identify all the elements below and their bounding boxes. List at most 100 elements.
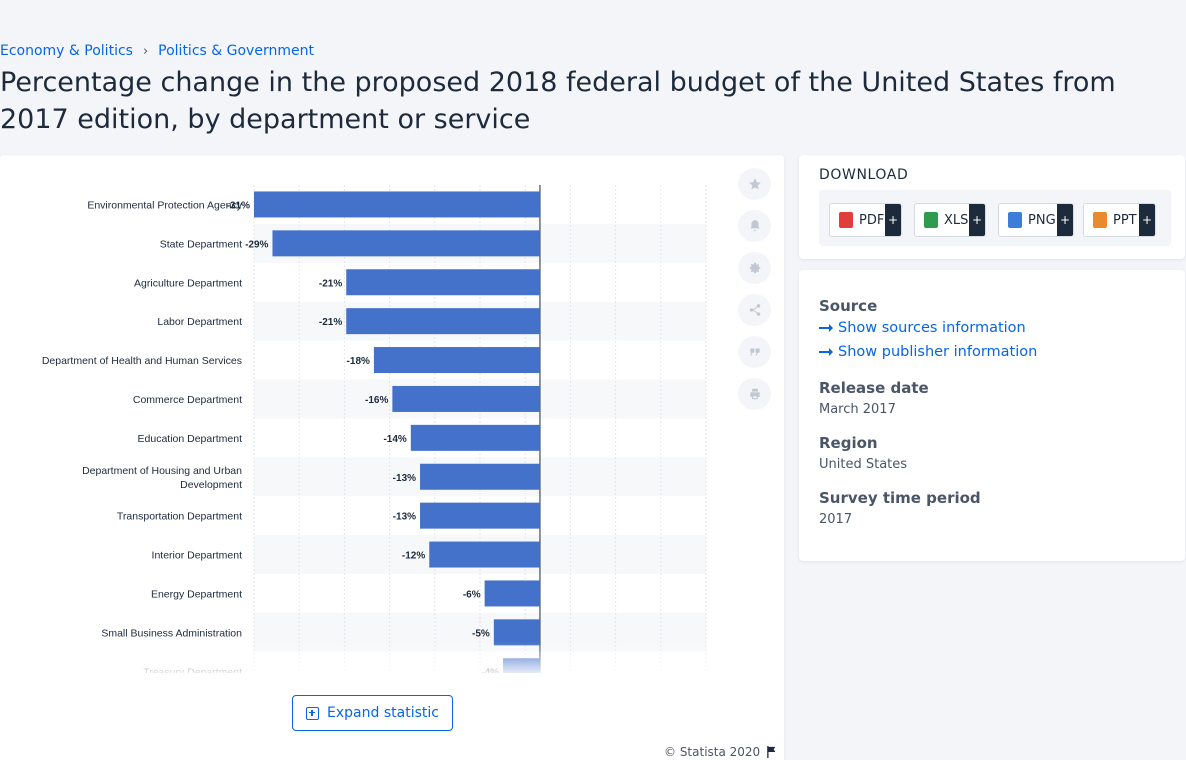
chart-card: -31% Environmental Protection Agency -29% S… <box>0 155 784 760</box>
data-label: -13% <box>393 512 416 523</box>
category-label-line: Development <box>180 479 242 491</box>
category-label-line: Environmental Protection Agency <box>87 199 242 211</box>
bar <box>254 191 540 218</box>
category-label: Commerce Department <box>133 394 242 406</box>
region-heading: Region <box>819 434 878 452</box>
category-label: Department of Housing and Urban Developme… <box>82 465 242 491</box>
category-label: Labor Department <box>157 316 242 328</box>
expand-statistic-label: Expand statistic <box>327 705 439 721</box>
quote-icon <box>749 348 760 356</box>
bar <box>346 308 540 335</box>
category-label-line: Interior Department <box>152 550 243 562</box>
bell-icon <box>749 220 760 232</box>
category-label-line: Energy Department <box>151 588 242 600</box>
category-label: Environmental Protection Agency <box>87 199 242 211</box>
data-label: -18% <box>347 356 370 367</box>
download-png-button[interactable]: PNG + <box>998 203 1074 237</box>
download-xls-button[interactable]: XLS + <box>914 203 986 237</box>
category-label: Small Business Administration <box>101 627 242 639</box>
data-label: -5% <box>472 628 490 639</box>
download-buttons: PDF + XLS + PNG + PPT + <box>819 190 1171 246</box>
share-button[interactable] <box>738 294 771 326</box>
favorite-button[interactable] <box>738 168 771 200</box>
category-label-line: Department of Health and Human Services <box>42 355 242 367</box>
show-publisher-link[interactable]: Show publisher information <box>819 344 1037 360</box>
bar <box>493 619 540 646</box>
download-png-label: PNG <box>1028 212 1056 228</box>
arrow-right-icon <box>819 324 833 332</box>
data-label: -21% <box>319 278 342 289</box>
bar <box>346 269 540 296</box>
data-label: -16% <box>365 395 388 406</box>
breadcrumb: Economy & Politics › Politics & Governme… <box>0 43 314 59</box>
show-sources-label: Show sources information <box>838 320 1026 336</box>
data-label: -12% <box>402 551 425 562</box>
category-label-line: Labor Department <box>157 316 242 328</box>
arrow-right-icon <box>819 348 833 356</box>
print-icon <box>749 388 760 400</box>
category-label: Transportation Department <box>117 511 242 523</box>
breadcrumb-item-politics[interactable]: Politics & Government <box>158 43 314 59</box>
data-label: -31% <box>227 200 250 211</box>
survey-period-value: 2017 <box>819 512 853 527</box>
bar <box>373 347 540 374</box>
share-icon <box>749 304 760 316</box>
data-label: -29% <box>245 239 268 250</box>
source-heading: Source <box>819 297 878 315</box>
print-button[interactable] <box>738 378 771 410</box>
notification-button[interactable] <box>738 210 771 242</box>
download-png-plus[interactable]: + <box>1057 204 1073 236</box>
data-label: -6% <box>463 589 481 600</box>
region-value: United States <box>819 457 908 472</box>
xls-file-icon <box>924 212 938 228</box>
bar <box>392 385 540 412</box>
bar <box>420 463 540 490</box>
data-label: -14% <box>383 434 406 445</box>
category-label-line: Agriculture Department <box>134 277 242 289</box>
data-label: -21% <box>319 317 342 328</box>
download-pdf-plus[interactable]: + <box>885 204 901 236</box>
release-date-heading: Release date <box>819 379 929 397</box>
download-xls-plus[interactable]: + <box>969 204 985 236</box>
copyright: © Statista 2020 <box>664 745 777 759</box>
category-label: State Department <box>160 238 242 250</box>
category-label-line: Small Business Administration <box>101 627 242 639</box>
category-label-line: Education Department <box>138 433 243 445</box>
flag-icon[interactable] <box>766 746 777 758</box>
pdf-file-icon <box>839 212 853 228</box>
show-sources-link[interactable]: Show sources information <box>819 320 1026 336</box>
category-label-line: State Department <box>160 238 242 250</box>
download-card: DOWNLOAD PDF + XLS + PNG + PPT + <box>799 155 1185 259</box>
expand-statistic-button[interactable]: Expand statistic <box>292 695 453 731</box>
download-ppt-plus[interactable]: + <box>1139 204 1155 236</box>
category-label-line: Department of Housing and Urban <box>82 465 242 477</box>
category-label: Energy Department <box>151 588 242 600</box>
chevron-right-icon: › <box>142 43 149 59</box>
bar <box>484 580 540 607</box>
download-title: DOWNLOAD <box>819 167 909 183</box>
cite-button[interactable] <box>738 336 771 368</box>
ppt-file-icon <box>1093 212 1107 228</box>
bar <box>410 424 540 451</box>
statistic-details-card: Source Show sources information Show pub… <box>799 270 1185 561</box>
download-ppt-label: PPT <box>1113 212 1137 228</box>
top-navigation-bar <box>0 0 1186 34</box>
show-publisher-label: Show publisher information <box>838 344 1038 360</box>
category-label: Education Department <box>138 433 243 445</box>
plus-square-icon <box>306 706 320 720</box>
data-label: -13% <box>393 473 416 484</box>
category-label-line: Transportation Department <box>117 511 242 523</box>
bar <box>420 502 540 529</box>
download-xls-label: XLS <box>944 212 969 228</box>
bar <box>272 230 540 257</box>
download-ppt-button[interactable]: PPT + <box>1083 203 1156 237</box>
release-date-value: March 2017 <box>819 402 896 417</box>
category-label: Agriculture Department <box>134 277 242 289</box>
download-pdf-button[interactable]: PDF + <box>829 203 902 237</box>
download-pdf-label: PDF <box>859 212 885 228</box>
copyright-text: © Statista 2020 <box>664 745 761 759</box>
breadcrumb-item-economy[interactable]: Economy & Politics <box>0 43 133 59</box>
star-icon <box>748 178 761 190</box>
survey-period-heading: Survey time period <box>819 489 981 507</box>
settings-button[interactable] <box>738 252 771 284</box>
